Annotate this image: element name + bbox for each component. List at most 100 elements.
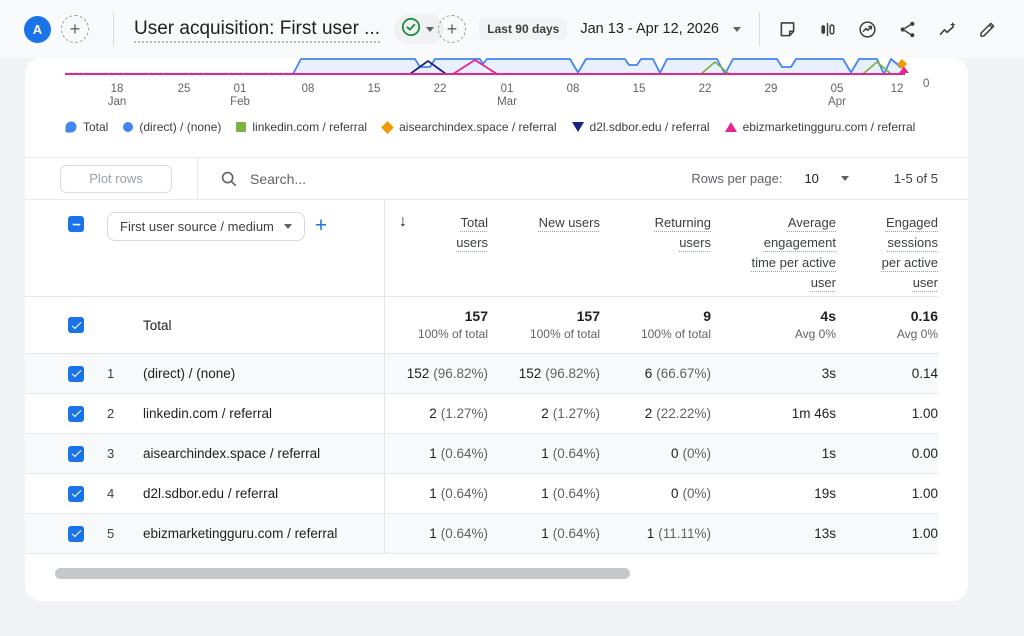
plus-icon: +: [70, 20, 81, 38]
row-index: 2: [107, 406, 119, 421]
cell: 152(96.82%): [488, 354, 600, 393]
legend-item-aisearchindex[interactable]: aisearchindex.space / referral: [382, 120, 556, 134]
row-checkbox[interactable]: [68, 366, 84, 382]
column-header-total-users[interactable]: ↓ Total users: [385, 200, 488, 296]
legend-label: d2l.sdbor.edu / referral: [590, 120, 710, 134]
total-cell: 9100% of total: [600, 297, 711, 353]
plot-rows-button[interactable]: Plot rows: [60, 165, 172, 193]
horizontal-scrollbar[interactable]: [55, 568, 630, 579]
rows-per-page-label: Rows per page:: [691, 171, 782, 186]
table-row[interactable]: 4 d2l.sdbor.edu / referral 1(0.64%) 1(0.…: [25, 474, 938, 514]
cell: 0.00: [836, 434, 938, 473]
rows-per-page-value[interactable]: 10: [804, 171, 818, 186]
row-checkbox[interactable]: [68, 526, 84, 542]
cell: 1.00: [836, 514, 938, 553]
legend-label: Total: [83, 120, 108, 134]
analytics-intelligence-button[interactable]: [934, 16, 960, 42]
row-dimension: d2l.sdbor.edu / referral: [143, 486, 278, 501]
legend-item-total[interactable]: Total: [65, 120, 108, 134]
table-row[interactable]: 2 linkedin.com / referral 2(1.27%) 2(1.2…: [25, 394, 938, 434]
row-checkbox[interactable]: [68, 317, 84, 333]
legend-item-d2l[interactable]: d2l.sdbor.edu / referral: [572, 120, 710, 134]
total-cell: 0.16Avg 0%: [836, 297, 938, 353]
cell: 0.14: [836, 354, 938, 393]
cell: 1(0.64%): [385, 474, 488, 513]
cell: 2(1.27%): [385, 394, 488, 433]
add-dimension-button[interactable]: +: [315, 215, 327, 236]
check-circle-icon: [400, 16, 422, 43]
avatar[interactable]: A: [24, 16, 51, 43]
search-icon: [220, 170, 238, 188]
table-row[interactable]: 3 aisearchindex.space / referral 1(0.64%…: [25, 434, 938, 474]
cell: 13s: [711, 514, 836, 553]
select-all-checkbox[interactable]: [68, 216, 84, 232]
cell: 2(1.27%): [488, 394, 600, 433]
table-row[interactable]: 5 ebizmarketingguru.com / referral 1(0.6…: [25, 514, 938, 554]
insights-button[interactable]: [854, 16, 880, 42]
legend-label: (direct) / (none): [139, 120, 221, 134]
total-cell: 157100% of total: [385, 297, 488, 353]
row-index: 3: [107, 446, 119, 461]
cell: 1.00: [836, 474, 938, 513]
column-header-returning-users[interactable]: Returning users: [600, 200, 711, 296]
cell: 1(0.64%): [488, 474, 600, 513]
dimension-selector[interactable]: First user source / medium: [107, 212, 305, 241]
row-checkbox[interactable]: [68, 446, 84, 462]
cell: 1(11.11%): [600, 514, 711, 553]
divider: [113, 12, 114, 46]
cell: 3s: [711, 354, 836, 393]
report-status-pill[interactable]: [394, 14, 444, 44]
timeseries-chart[interactable]: [25, 58, 968, 80]
legend-item-linkedin[interactable]: linkedin.com / referral: [236, 120, 367, 134]
table-row[interactable]: 1 (direct) / (none) 152(96.82%) 152(96.8…: [25, 354, 938, 394]
date-caret-icon[interactable]: [733, 27, 741, 32]
x-tick: 22: [699, 83, 712, 96]
cell: 1(0.64%): [488, 434, 600, 473]
add-report-item-button[interactable]: +: [438, 15, 466, 43]
row-checkbox[interactable]: [68, 486, 84, 502]
x-tick: 29: [765, 83, 778, 96]
row-index: 4: [107, 486, 119, 501]
row-dimension: (direct) / (none): [143, 366, 235, 381]
column-header-new-users[interactable]: New users: [488, 200, 600, 296]
row-dimension: ebizmarketingguru.com / referral: [143, 526, 337, 541]
circle-marker-icon: [123, 122, 133, 132]
column-header-avg-engagement-time[interactable]: Average engagement time per active user: [711, 200, 836, 296]
search-input[interactable]: [250, 171, 510, 187]
edit-button[interactable]: [974, 16, 1000, 42]
legend-item-direct-none[interactable]: (direct) / (none): [123, 120, 221, 134]
sparkle-trend-icon: [937, 19, 958, 40]
cell: 1s: [711, 434, 836, 473]
share-button[interactable]: [894, 16, 920, 42]
legend-item-ebizmarketingguru[interactable]: ebizmarketingguru.com / referral: [725, 120, 916, 134]
x-tick: 12: [891, 83, 904, 96]
notes-button[interactable]: [774, 16, 800, 42]
x-tick: 01Mar: [497, 83, 517, 109]
date-range[interactable]: Jan 13 - Apr 12, 2026: [580, 21, 719, 37]
sort-descending-icon: ↓: [399, 213, 407, 231]
total-cell: 157100% of total: [488, 297, 600, 353]
legend-label: aisearchindex.space / referral: [399, 120, 556, 134]
page-title[interactable]: User acquisition: First user ...: [134, 18, 380, 40]
rows-per-page-caret-icon[interactable]: [841, 176, 849, 181]
add-comparison-button[interactable]: +: [61, 15, 89, 43]
pagination-range: 1-5 of 5: [894, 171, 938, 186]
date-preset-chip[interactable]: Last 90 days: [479, 18, 567, 40]
cell: 152(96.82%): [385, 354, 488, 393]
cell: 0(0%): [600, 474, 711, 513]
column-header-engaged-sessions[interactable]: Engaged sessions per active user: [836, 200, 938, 296]
report-card: 0 18Jan 25 01Feb 08 15 22 01Mar 08 15 22…: [25, 58, 968, 601]
check-icon: [70, 407, 83, 420]
row-checkbox[interactable]: [68, 406, 84, 422]
cell: 19s: [711, 474, 836, 513]
row-index: 5: [107, 526, 119, 541]
caret-down-icon: [426, 27, 434, 32]
cell: 6(66.67%): [600, 354, 711, 393]
x-tick: 22: [434, 83, 447, 96]
total-label: Total: [143, 318, 172, 333]
table-total-row: Total 157100% of total 157100% of total …: [25, 296, 938, 354]
pin-icon: [65, 121, 77, 133]
check-icon: [70, 447, 83, 460]
check-icon: [70, 527, 83, 540]
comparison-button[interactable]: [814, 16, 840, 42]
